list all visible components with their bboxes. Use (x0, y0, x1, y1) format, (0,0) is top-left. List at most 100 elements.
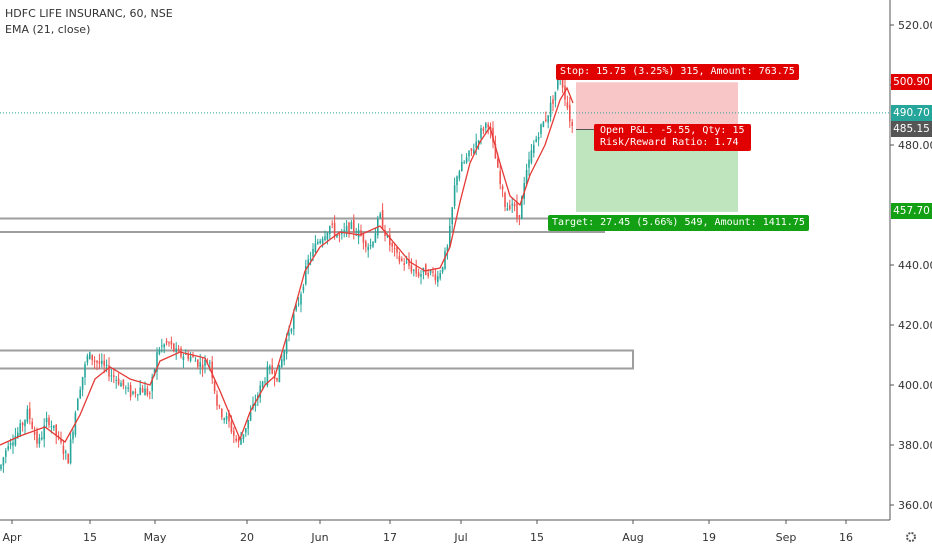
candle-body (91, 354, 93, 361)
candle-body (417, 272, 420, 277)
support-zone-1 (0, 217, 605, 233)
candle-body (535, 138, 537, 142)
candle-body (197, 359, 199, 367)
candle-body (525, 170, 528, 185)
candle-body (324, 236, 326, 240)
candle-body (110, 375, 113, 377)
candle-body (326, 232, 329, 240)
candle-body (12, 442, 14, 446)
candle-body (518, 215, 521, 218)
candle-body (485, 123, 487, 128)
candle-body (408, 259, 410, 266)
candle-body (521, 196, 523, 220)
candle-body (48, 417, 50, 426)
candle-body (542, 121, 545, 127)
candle-body (439, 273, 441, 279)
last-close-price-tag: 490.70 (891, 105, 932, 121)
candle-body (187, 354, 189, 359)
candle-body (571, 122, 573, 127)
candle-body (552, 99, 554, 104)
candle-body (79, 389, 81, 399)
candle-body (201, 364, 204, 369)
x-tick-label: 20 (240, 531, 254, 544)
candle-body (213, 381, 216, 392)
candle-body (331, 223, 333, 225)
open-pnl-label[interactable]: Open P&L: -5.55, Qty: 15 Risk/Reward Rat… (594, 124, 751, 151)
y-tick-label: 480.00 (898, 139, 932, 152)
candle-body (144, 388, 146, 396)
candle-body (468, 150, 470, 157)
candle-body (451, 207, 453, 225)
candle-body (530, 150, 533, 163)
x-tick-label: Jul (453, 531, 467, 544)
candle-body (115, 379, 117, 381)
candle-body (273, 376, 276, 380)
candle-body (506, 208, 509, 211)
candle-body (513, 203, 516, 207)
candle-body (391, 242, 393, 247)
candle-body (336, 234, 338, 238)
candle-body (566, 102, 569, 108)
candle-body (38, 437, 41, 444)
y-tick-label: 380.00 (898, 439, 932, 452)
candle-body (307, 259, 309, 268)
candle-body (271, 365, 273, 374)
candle-body (19, 423, 21, 436)
candle-body (374, 233, 377, 243)
candle-body (41, 437, 43, 440)
candle-body (482, 128, 485, 131)
candle-body (353, 220, 355, 232)
candle-body (72, 431, 74, 440)
candle-body (84, 364, 86, 378)
stop-label[interactable]: Stop: 15.75 (3.25%) 315, Amount: 763.75 (556, 64, 799, 80)
candle-body (516, 202, 518, 218)
candle-body (285, 339, 288, 354)
candle-body (396, 247, 398, 253)
x-tick-label: 15 (83, 531, 97, 544)
candle-body (129, 385, 132, 398)
candle-body (163, 344, 165, 348)
candle-body (17, 432, 19, 437)
candle-body (561, 75, 564, 88)
candle-body (177, 348, 180, 352)
candle-body (173, 343, 175, 352)
candle-body (283, 350, 285, 362)
candle-body (26, 409, 29, 422)
candle-body (458, 171, 461, 179)
candle-body (9, 443, 12, 445)
candle-body (7, 446, 9, 450)
candle-body (297, 303, 300, 305)
candle-body (533, 144, 535, 153)
candle-body (501, 186, 504, 190)
candle-body (348, 222, 350, 233)
candle-body (497, 158, 499, 168)
candle-body (413, 269, 415, 271)
candle-body (165, 340, 168, 343)
x-tick-label: Apr (2, 531, 22, 544)
stop-price-tag: 500.90 (891, 74, 932, 90)
candle-body (372, 241, 374, 247)
candle-body (369, 245, 372, 247)
candle-body (314, 243, 317, 253)
candle-body (398, 256, 401, 262)
candle-body (393, 248, 396, 250)
target-label[interactable]: Target: 27.45 (5.66%) 549, Amount: 1411.… (548, 215, 809, 231)
candle-body (218, 405, 221, 407)
candle-body (93, 360, 96, 362)
candle-body (98, 361, 101, 364)
candle-body (216, 394, 218, 406)
candle-body (357, 230, 360, 238)
candle-body (319, 240, 321, 244)
settings-gear-icon[interactable] (906, 532, 916, 542)
x-tick-label: Sep (776, 531, 797, 544)
candle-body (113, 375, 115, 378)
candle-body (209, 362, 211, 364)
candle-body (569, 104, 571, 122)
candle-body (204, 359, 206, 366)
candle-body (175, 348, 177, 353)
candle-body (261, 381, 264, 387)
candle-body (420, 274, 422, 277)
candle-body (117, 378, 120, 385)
